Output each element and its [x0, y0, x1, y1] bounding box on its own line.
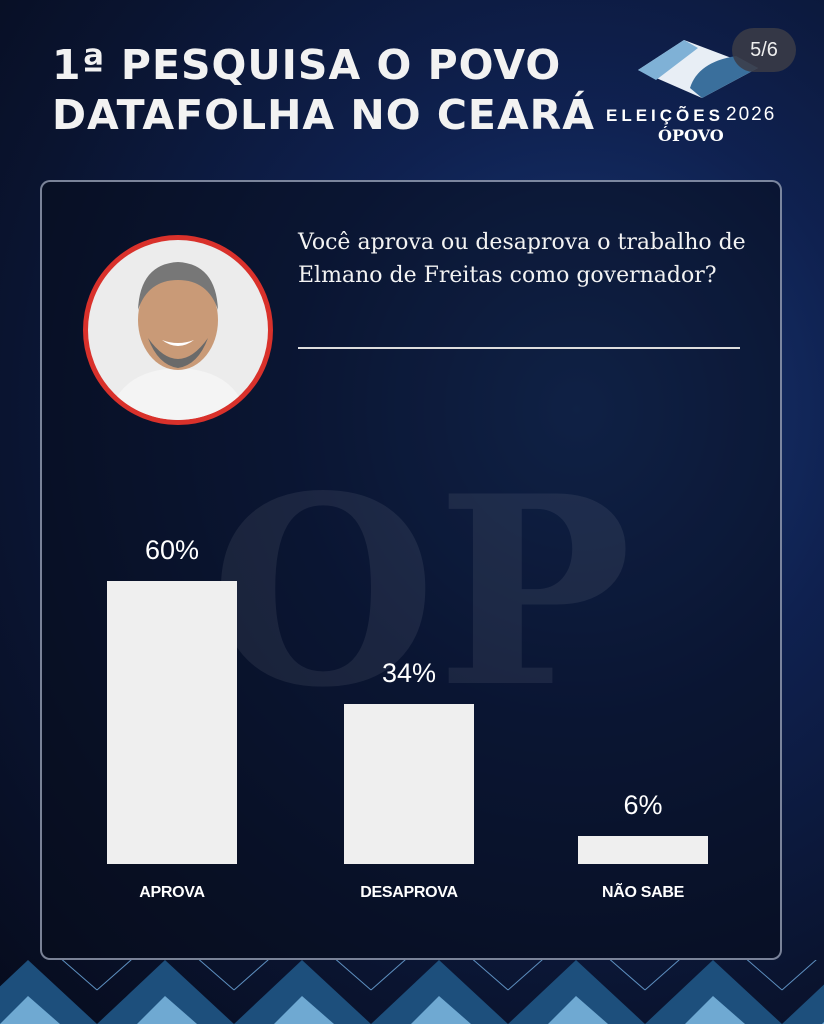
value-label-n-o-sabe: 6%: [623, 789, 663, 820]
category-label-aprova: APROVA: [139, 884, 205, 901]
footer-pattern: [0, 960, 824, 1024]
bar-desaprova: [344, 703, 474, 864]
page-indicator: 5/6: [732, 28, 796, 72]
category-label-desaprova: DESAPROVA: [360, 884, 458, 901]
bar-aprova: [107, 581, 237, 864]
value-label-aprova: 60%: [144, 535, 200, 565]
watermark: OP: [210, 440, 632, 745]
logo-year: 2026: [726, 104, 777, 125]
page-title: 1ª PESQUISA O POVO DATAFOLHA NO CEARÁ: [52, 40, 595, 140]
bar-n-o-sabe: [578, 835, 708, 864]
logo-brand: ÓPOVO: [658, 126, 724, 145]
question-text: Você aprova ou desaprova o trabalho de E…: [298, 230, 746, 288]
eleicoes-logo: ELEIÇÕES 2026 ÓPOVO: [600, 36, 780, 146]
divider: [298, 347, 740, 349]
diamond-logo-icon: [638, 40, 758, 98]
category-label-n-o-sabe: NÃO SABE: [601, 884, 685, 901]
title-line-2: DATAFOLHA NO CEARÁ: [52, 91, 595, 139]
person-avatar-icon: [108, 262, 248, 420]
logo-text: ELEIÇÕES: [606, 106, 724, 125]
value-label-desaprova: 34%: [381, 657, 437, 688]
governor-photo: [83, 235, 273, 425]
title-line-1: 1ª PESQUISA O POVO: [52, 41, 562, 89]
